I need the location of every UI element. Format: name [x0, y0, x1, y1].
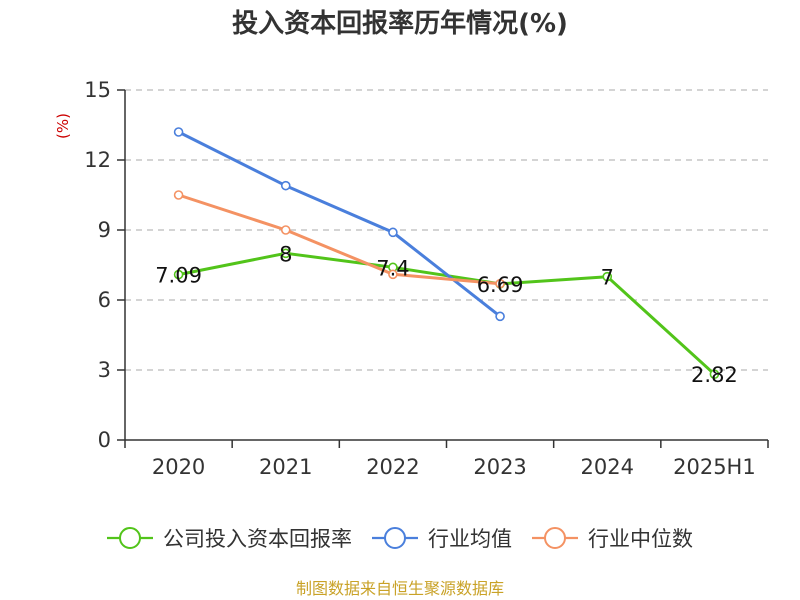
chart-title: 投入资本回报率历年情况(%)	[232, 8, 568, 39]
data-label: 7.09	[155, 264, 202, 288]
y-tick-label: 12	[84, 148, 111, 172]
grid-lines	[125, 89, 768, 371]
data-label: 7	[601, 266, 614, 290]
x-tick-label: 2022	[366, 455, 419, 479]
data-label: 7.4	[376, 256, 409, 280]
x-tick-label: 2023	[473, 455, 526, 479]
data-point	[495, 311, 505, 322]
data-labels: 7.09 8 7.4 6.69 7 2.82	[155, 242, 738, 387]
data-label: 6.69	[477, 273, 524, 297]
y-tick-label: 3	[98, 358, 111, 382]
axes: 0 3 6 9 12 15 2020 2021 2022 2023 2024 2025H1	[84, 78, 769, 479]
data-point	[388, 227, 398, 238]
data-point	[602, 271, 613, 282]
series-lines	[173, 127, 720, 380]
data-point	[173, 190, 184, 200]
y-axis-unit-label: (%)	[54, 113, 72, 139]
legend-label: 公司投入资本回报率	[163, 527, 352, 551]
legend-marker-2	[544, 527, 566, 549]
legend-marker-1	[384, 527, 406, 549]
data-label: 8	[279, 242, 292, 266]
data-point	[709, 369, 720, 380]
series-line-0	[178, 251, 716, 376]
legend: 公司投入资本回报率 行业均值 行业中位数	[107, 527, 693, 551]
data-point	[495, 278, 505, 289]
data-point	[280, 180, 291, 191]
legend-label: 行业均值	[428, 527, 512, 551]
y-tick-label: 6	[98, 288, 111, 312]
y-tick-label: 15	[84, 78, 111, 102]
y-tick-label: 9	[98, 218, 111, 242]
x-tick-label: 2020	[152, 455, 205, 479]
data-point	[280, 225, 291, 235]
data-point	[173, 269, 184, 280]
y-tick-label: 0	[98, 428, 111, 452]
data-label: 2.82	[691, 363, 738, 387]
legend-marker-0	[119, 527, 141, 549]
data-point	[173, 127, 184, 137]
x-tick-label: 2021	[259, 455, 312, 479]
x-tick-label: 2025H1	[673, 455, 756, 479]
source-note: 制图数据来自恒生聚源数据库	[296, 579, 504, 598]
series-line-1	[177, 130, 502, 318]
data-point	[388, 269, 398, 280]
x-tick-label: 2024	[581, 455, 634, 479]
legend-label: 行业中位数	[588, 527, 693, 551]
series-line-2	[178, 193, 501, 286]
data-point	[280, 248, 291, 259]
